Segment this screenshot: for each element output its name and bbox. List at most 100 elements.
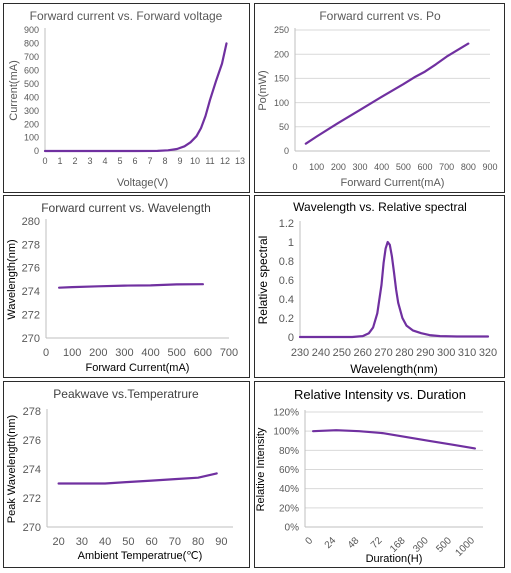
chart-5-x-axis-label: Ambient Temperatrue(℃) — [78, 550, 203, 562]
chart-6-series-line — [312, 429, 476, 450]
chart-1-xtick-label: 5 — [117, 156, 122, 166]
chart-1-ytick-label: 600 — [24, 65, 39, 75]
chart-4-ytick-label: 0.2 — [279, 313, 294, 325]
chart-4-y-axis-label: Relative spectral — [256, 236, 270, 325]
chart-4-xtick-label: 320 — [479, 347, 497, 359]
chart-6-title: Relative Intensity vs. Duration — [294, 387, 466, 402]
chart-1-y-axis-label: Current(mA) — [8, 60, 20, 121]
chart-5-xtick-label: 60 — [146, 536, 158, 548]
chart-5-xtick-label: 80 — [192, 536, 204, 548]
chart-4-xtick-label: 250 — [333, 347, 351, 359]
chart-2-ytick-label: 200 — [274, 49, 289, 59]
chart-2-ytick-label: 50 — [279, 122, 289, 132]
chart-5-y-axis-label: Peak Wavelength(nm) — [6, 415, 18, 523]
chart-2-x-axis-label: Forward Current(mA) — [341, 177, 445, 189]
chart-1-title: Forward current vs. Forward voltage — [30, 9, 223, 23]
chart-2-xtick-label: 400 — [374, 162, 389, 172]
chart-3-xtick-label: 700 — [220, 347, 238, 359]
chart-3-y-axis-label: Wavelength(nm) — [6, 239, 18, 319]
chart-6-xtick-label: 0 — [304, 535, 316, 547]
chart-2-y-axis-label: Po(mW) — [257, 70, 269, 110]
chart-1-xtick-label: 2 — [72, 156, 77, 166]
chart-3-xtick-label: 300 — [115, 347, 133, 359]
chart-1-xtick-label: 0 — [42, 156, 47, 166]
chart-6-xtick-label: 168 — [388, 535, 408, 555]
chart-1-xtick-label: 11 — [205, 156, 214, 166]
chart-1-xtick-label: 10 — [190, 156, 200, 166]
chart-4-xtick-label: 280 — [395, 347, 413, 359]
chart-5-ytick-label: 272 — [23, 493, 41, 505]
chart-4-xtick-label: 230 — [291, 347, 309, 359]
chart-5-ytick-label: 274 — [23, 464, 41, 476]
chart-6-ytick-label: 20% — [279, 503, 299, 514]
chart-5-xtick-label: 30 — [76, 536, 88, 548]
chart-1-xtick-label: 12 — [220, 156, 230, 166]
chart-5-ytick-label: 270 — [23, 522, 41, 534]
chart-5-xtick-label: 70 — [169, 536, 181, 548]
chart-4-ytick-label: 0.6 — [279, 275, 294, 287]
chart-1-ytick-label: 100 — [24, 133, 39, 143]
chart-6-ytick-label: 60% — [279, 465, 299, 476]
chart-2-ytick-label: 250 — [274, 25, 289, 35]
chart-5-title: Peakwave vs.Temperatrure — [53, 387, 199, 401]
chart-2-series-line — [304, 42, 470, 145]
chart-1-ytick-label: 200 — [24, 119, 39, 129]
chart-4-ytick-label: 1 — [288, 237, 294, 249]
chart-1-xtick-label: 3 — [87, 156, 92, 166]
chart-3-xtick-label: 200 — [89, 347, 107, 359]
chart-2-title: Forward current vs. Po — [319, 9, 441, 23]
chart-6-ytick-label: 120% — [273, 408, 299, 419]
chart-1-ytick-label: 900 — [24, 25, 39, 35]
chart-4-xtick-label: 240 — [312, 347, 330, 359]
chart-5-series-line — [57, 472, 218, 485]
chart-3-ytick-label: 272 — [22, 309, 40, 321]
chart-6-xtick-label: 72 — [369, 535, 385, 551]
chart-4-xtick-label: 260 — [353, 347, 371, 359]
chart-4-series-line — [298, 240, 490, 339]
chart-1-ytick-label: 300 — [24, 106, 39, 116]
chart-2-ytick-label: 0 — [284, 146, 289, 156]
chart-6-ytick-label: 0% — [285, 523, 300, 534]
chart-2-xtick-label: 100 — [309, 162, 324, 172]
chart-4-ytick-label: 0 — [288, 332, 294, 344]
chart-1-x-axis-label: Voltage(V) — [117, 177, 168, 189]
chart-3-ytick-label: 270 — [22, 333, 40, 345]
chart-3-title: Forward current vs. Wavelength — [41, 201, 211, 215]
chart-2-ytick-label: 100 — [274, 98, 289, 108]
chart-6-ytick-label: 100% — [273, 427, 299, 438]
chart-1-xtick-label: 1 — [57, 156, 62, 166]
chart-5-ytick-label: 278 — [23, 406, 41, 418]
chart-5-xtick-label: 20 — [53, 536, 65, 548]
chart-2-xtick-label: 200 — [331, 162, 346, 172]
chart-6-xtick-label: 24 — [323, 535, 339, 551]
chart-2-xtick-label: 0 — [292, 162, 297, 172]
chart-1-ytick-label: 0 — [34, 146, 39, 156]
chart-1-xtick-label: 6 — [132, 156, 137, 166]
chart-5-ytick-label: 276 — [23, 435, 41, 447]
chart-1-ytick-label: 800 — [24, 39, 39, 49]
chart-1-xtick-label: 4 — [102, 156, 107, 166]
chart-2-xtick-label: 500 — [396, 162, 411, 172]
chart-4-ytick-label: 0.8 — [279, 256, 294, 268]
chart-3-series-line — [57, 283, 204, 289]
chart-1-xtick-label: 13 — [235, 156, 245, 166]
chart-5-xtick-label: 40 — [99, 536, 111, 548]
chart-6-xtick-label: 48 — [346, 535, 362, 551]
chart-panel-4 — [254, 195, 505, 378]
chart-6-y-axis-label: Relative Intensity — [255, 427, 267, 511]
chart-4-xtick-label: 310 — [458, 347, 476, 359]
chart-panel-1 — [3, 3, 250, 193]
chart-3-ytick-label: 274 — [22, 286, 40, 298]
chart-3-xtick-label: 600 — [194, 347, 212, 359]
chart-3-ytick-label: 278 — [22, 239, 40, 251]
chart-5-xtick-label: 50 — [122, 536, 134, 548]
chart-4-ytick-label: 0.4 — [279, 294, 294, 306]
chart-3-ytick-label: 280 — [22, 216, 40, 228]
chart-3-ytick-label: 276 — [22, 263, 40, 275]
chart-2-ytick-label: 150 — [274, 74, 289, 84]
chart-3-xtick-label: 0 — [43, 347, 49, 359]
chart-3-xtick-label: 500 — [168, 347, 186, 359]
chart-2-xtick-label: 300 — [352, 162, 367, 172]
chart-4-title: Wavelength vs. Relative spectral — [293, 200, 467, 214]
